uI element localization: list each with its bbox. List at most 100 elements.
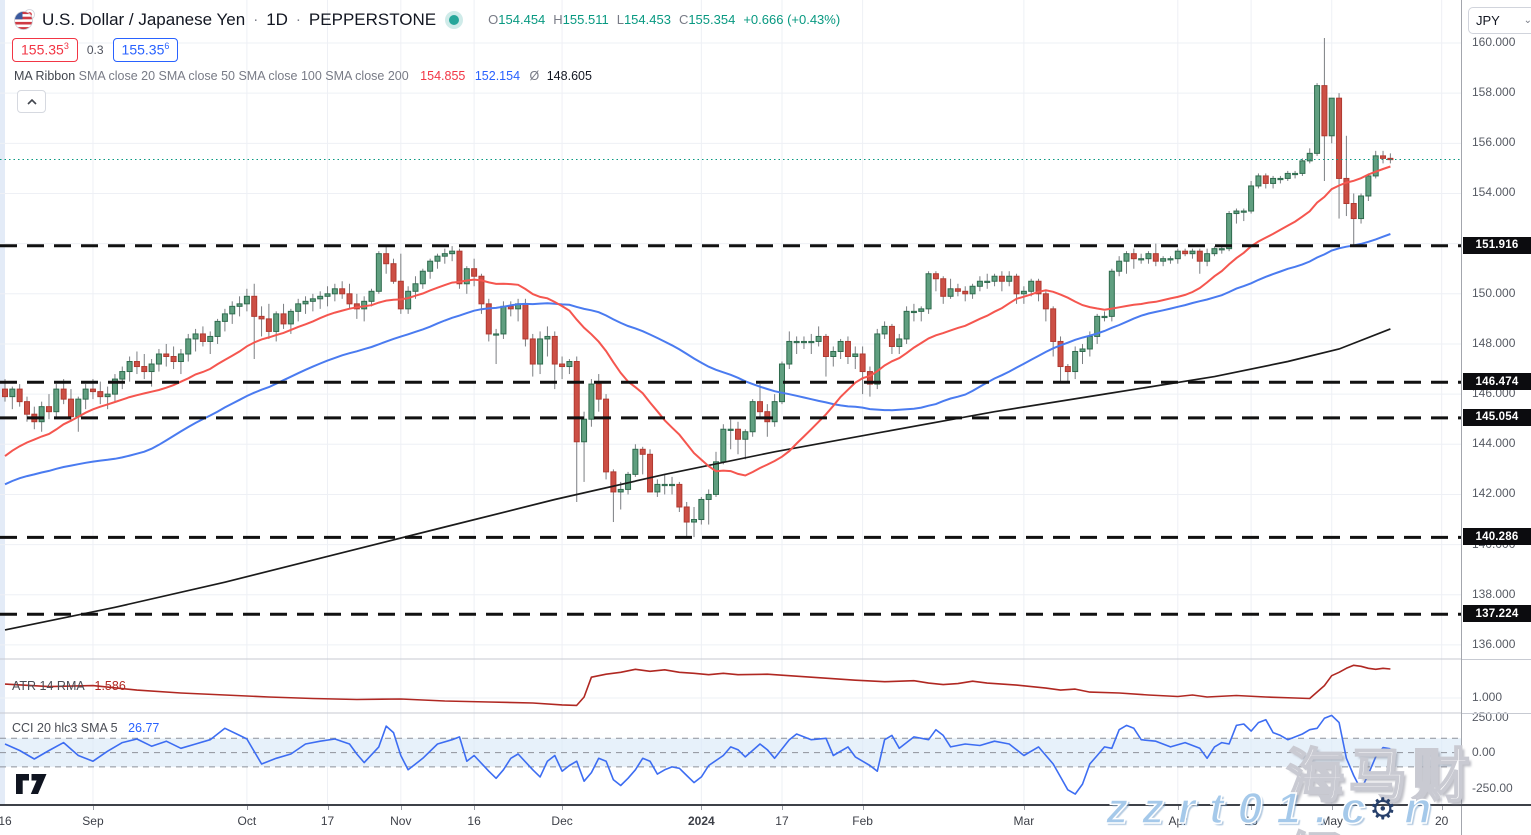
candle-body [844, 340, 851, 357]
candle-body [896, 338, 903, 347]
candle-body [786, 340, 793, 365]
candle-body [177, 353, 184, 363]
low-value: 154.453 [623, 12, 671, 27]
candle-body [691, 519, 698, 523]
candle-body [287, 310, 294, 325]
price-tick-label: 150.000 [1472, 285, 1516, 300]
candle-body [1284, 172, 1291, 179]
candle-body [449, 250, 456, 255]
candle-body [793, 340, 800, 344]
sma20-value: 154.855 [420, 69, 466, 83]
candle-body [749, 401, 756, 433]
buy-button[interactable]: 155.356 [112, 38, 179, 62]
candle-body [1057, 340, 1064, 368]
sma50-value: 152.154 [474, 69, 521, 83]
cci-indicator-legend[interactable]: CCI 20 hlc3 SMA 5 26.77 [12, 721, 159, 735]
candle-body [375, 253, 382, 292]
exchange-label[interactable]: PEPPERSTONE [308, 9, 437, 29]
time-tick-mark [1441, 806, 1443, 810]
time-tick-mark [862, 806, 864, 810]
price-tick-label: 136.000 [1472, 636, 1516, 651]
candle-body [1365, 175, 1372, 197]
buy-price-sup: 6 [164, 41, 170, 51]
candle-body [1152, 253, 1159, 262]
candle-body [1218, 248, 1225, 251]
price-level-badge: 137.224 [1463, 605, 1531, 623]
atr-line [4, 664, 1391, 707]
candle-body [309, 298, 316, 302]
candle-body [258, 315, 265, 320]
candle-body [265, 318, 272, 332]
candle-body [932, 273, 939, 280]
candle-body [9, 388, 16, 398]
candle-body [954, 288, 961, 292]
time-tick-mark [1331, 806, 1333, 810]
sell-price: 155.35 [21, 41, 64, 58]
low-label: L [616, 12, 624, 27]
candle-body [89, 388, 96, 393]
symbol-title[interactable]: U.S. Dollar / Japanese Yen [42, 9, 246, 29]
time-tick-mark [327, 806, 329, 810]
candle-body [60, 388, 67, 400]
interval-label[interactable]: 1D [266, 9, 288, 29]
currency-selector-button[interactable]: JPY ⌄ [1468, 7, 1531, 34]
candle-body [698, 498, 705, 521]
sell-button[interactable]: 155.353 [12, 38, 78, 62]
candle-body [1240, 210, 1247, 213]
time-tick-label: Feb [852, 814, 873, 828]
candle-body [676, 483, 683, 508]
close-value: 155.354 [688, 12, 736, 27]
time-tick-label: Dec [551, 814, 573, 828]
market-status-icon[interactable] [449, 14, 460, 25]
price-tick-label: 156.000 [1472, 135, 1516, 150]
candle-body [1013, 275, 1020, 295]
candle-body [800, 340, 807, 344]
candle-body [866, 371, 873, 385]
candle-body [221, 313, 228, 322]
candle-body [251, 295, 258, 317]
candle-body [603, 398, 610, 473]
candle-body [170, 356, 177, 363]
candle-body [874, 333, 881, 385]
candle-body [1350, 203, 1357, 220]
title-separator: · [295, 11, 301, 28]
ma-ribbon-params: SMA close 20 SMA close 50 SMA close 100 … [78, 69, 409, 83]
candle-body [207, 335, 214, 342]
price-tick-label: 144.000 [1472, 436, 1516, 451]
candle-body [647, 453, 654, 493]
candle-body [859, 353, 866, 373]
candle-body [537, 338, 544, 365]
candle-body [1020, 290, 1027, 295]
chevron-up-icon [26, 98, 37, 105]
time-tick-mark [400, 806, 402, 810]
price-axis[interactable]: JPY ⌄ 160.000158.000156.000154.000152.00… [1461, 0, 1531, 804]
time-axis[interactable]: 16 Sep Oct 17 Nov 16 Dec 2024 17 Feb Mar Apr 16 May 20 [0, 804, 1531, 835]
candle-body [1277, 177, 1284, 181]
time-tick-mark [92, 806, 94, 810]
ma-ribbon-legend[interactable]: MA Ribbon SMA close 20 SMA close 50 SMA … [14, 69, 592, 83]
candle-body [1101, 315, 1108, 319]
candle-body [1130, 253, 1137, 260]
candle-body [1255, 175, 1262, 187]
time-tick-mark [1023, 806, 1025, 810]
time-tick-label: 17 [320, 814, 335, 828]
atr-indicator-legend[interactable]: ATR 14 RMA 1.586 [12, 679, 126, 693]
chart-canvas[interactable] [0, 0, 1461, 804]
candle-body [1108, 270, 1115, 317]
candle-body [1094, 315, 1101, 337]
candle-body [1189, 250, 1196, 255]
candle-body [727, 428, 734, 431]
candle-body [434, 255, 441, 262]
candle-body [141, 366, 148, 373]
time-tick-mark [562, 806, 564, 810]
ohlc-values: O154.454 H155.511 L154.453 C155.354 +0.6… [488, 12, 840, 27]
currency-label: JPY [1476, 13, 1500, 28]
candle-body [1299, 160, 1306, 174]
collapse-legend-button[interactable] [17, 90, 46, 113]
atr-tick-label: 1.000 [1472, 690, 1503, 704]
symbol-legend-row[interactable]: U.S. Dollar / Japanese Yen · 1D · PEPPER… [14, 9, 840, 30]
tradingview-logo[interactable] [16, 774, 47, 800]
candle-body [617, 488, 624, 493]
candle-body [405, 290, 412, 310]
candle-body [888, 325, 895, 347]
